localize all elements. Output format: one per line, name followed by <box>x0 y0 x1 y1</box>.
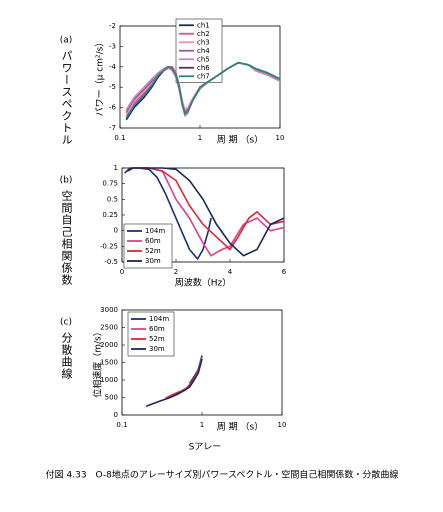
y-tick-label: 0.75 <box>102 180 118 188</box>
legend-label: ch1 <box>197 21 210 29</box>
legend-label: ch3 <box>197 38 210 46</box>
legend-label: 104m <box>149 315 169 323</box>
y-tick-label: -7 <box>109 124 116 132</box>
x-tick-label: 1 <box>200 421 204 429</box>
x-tick-label: 10 <box>276 134 285 142</box>
y-tick-label: -0.5 <box>104 258 118 266</box>
x-tick-label: 1 <box>198 134 202 142</box>
legend-label: 104m <box>145 227 165 235</box>
y-tick-label: 0.25 <box>102 211 118 219</box>
legend-label: 60m <box>149 325 165 333</box>
y-tick-label: 1000 <box>100 376 118 384</box>
y-tick-label: -0.25 <box>100 242 118 250</box>
y-tick-label: 3000 <box>100 306 118 314</box>
y-tick-label: -2 <box>109 22 116 30</box>
y-tick-label: -6 <box>109 104 117 112</box>
legend-label: ch7 <box>197 72 210 80</box>
x-tick-label: 0 <box>120 268 124 276</box>
panel-label: (a) <box>60 36 73 46</box>
y-tick-label: 0.5 <box>107 195 118 203</box>
x-tick-label: 10 <box>278 421 287 429</box>
series-line <box>125 61 281 119</box>
y-tick-label: 1500 <box>100 359 118 367</box>
y-tick-label: 2000 <box>100 341 118 349</box>
series-line <box>188 355 203 384</box>
array-label: Sアレー <box>189 443 222 453</box>
y-axis-label: パワー（μ cm²/s） <box>95 38 106 117</box>
y-tick-label: 500 <box>105 394 118 402</box>
panel-label: (c) <box>60 318 72 328</box>
side-label: 空間自己相関係数 <box>60 189 73 286</box>
legend-label: ch5 <box>197 55 210 63</box>
side-label: 分散曲線 <box>60 332 73 380</box>
legend-label: ch2 <box>197 30 210 38</box>
series-line <box>145 358 203 408</box>
legend-label: 52m <box>145 247 161 255</box>
y-tick-label: -4 <box>109 63 117 71</box>
legend-label: ch6 <box>197 64 210 72</box>
x-tick-label: 0.1 <box>116 421 127 429</box>
y-tick-label: -3 <box>109 42 116 50</box>
y-axis-label: 位相速度（m/s） <box>92 327 104 398</box>
series-line <box>127 167 285 257</box>
x-axis-label: 周 期 （s） <box>217 422 263 433</box>
y-tick-label: 0 <box>114 227 118 235</box>
y-tick-label: 0 <box>114 411 118 419</box>
x-tick-label: 2 <box>174 268 178 276</box>
side-label: パワースペクトル <box>60 50 73 146</box>
x-axis-label: 周 期 （s） <box>217 135 263 146</box>
y-tick-label: -5 <box>109 83 116 91</box>
y-tick-label: 2500 <box>100 324 118 332</box>
panel-label: (b) <box>60 176 73 186</box>
legend-box <box>175 18 223 83</box>
x-tick-label: 4 <box>228 268 233 276</box>
legend-label: 30m <box>149 345 165 353</box>
x-tick-label: 0.1 <box>114 134 125 142</box>
legend-label: 30m <box>145 257 161 265</box>
caption: 付図 4.33 O-8地点のアレーサイズ別パワースペクトル・空間自己相関係数・分… <box>46 469 399 481</box>
legend-label: ch4 <box>197 47 210 55</box>
x-tick-label: 6 <box>282 268 287 276</box>
legend-label: 60m <box>145 237 161 245</box>
series-line <box>165 364 201 399</box>
y-tick-label: 1 <box>114 164 118 172</box>
x-axis-label: 周波数（Hz） <box>175 277 232 289</box>
legend-label: 52m <box>149 335 165 343</box>
